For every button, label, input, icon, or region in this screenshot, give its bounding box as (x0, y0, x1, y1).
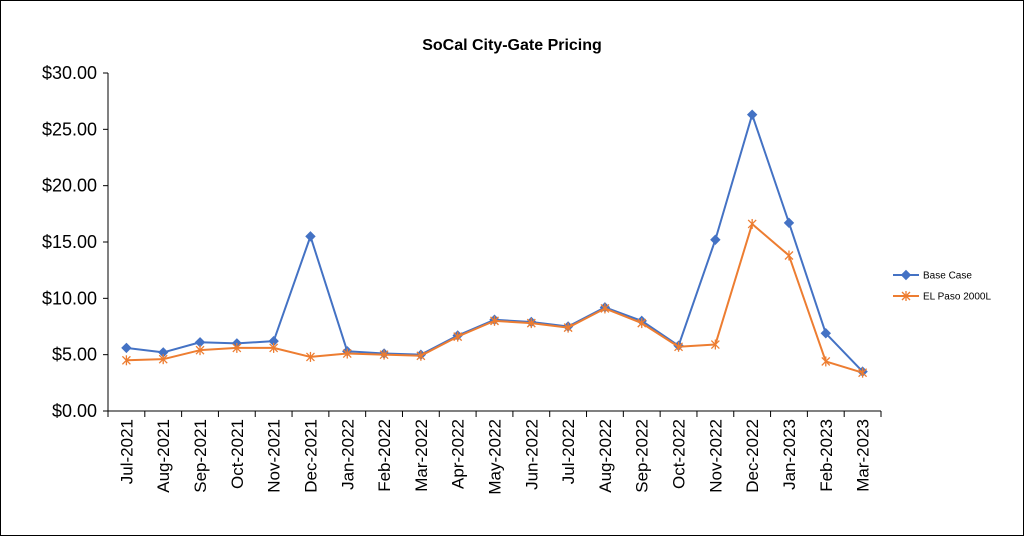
data-point (600, 303, 610, 314)
x-tick-label: Oct-2022 (670, 419, 689, 489)
legend-label: Base Case (923, 271, 972, 282)
x-tick-label: Feb-2023 (817, 419, 836, 492)
x-tick-label: Jul-2022 (559, 419, 578, 484)
x-tick-label: Jun-2022 (522, 419, 541, 490)
y-tick-label: $15.00 (42, 232, 97, 252)
data-point (342, 348, 352, 359)
x-tick-label: Aug-2021 (154, 419, 173, 493)
data-point (746, 109, 758, 120)
x-tick-label: Sep-2022 (633, 419, 652, 493)
x-tick-label: Nov-2022 (706, 419, 725, 493)
data-point (121, 355, 131, 366)
x-tick-label: Jul-2021 (117, 419, 136, 484)
data-point (637, 318, 647, 329)
data-point (490, 315, 499, 326)
chart-legend: Base Case EL Paso 2000L (893, 269, 991, 303)
data-point (526, 318, 536, 329)
data-point (121, 342, 132, 354)
series-line (126, 113, 864, 373)
data-point (674, 341, 684, 352)
y-tick-label: $30.00 (42, 63, 97, 83)
y-tick-label: $25.00 (42, 119, 97, 139)
x-tick-label: Mar-2023 (854, 419, 873, 492)
data-point (747, 218, 757, 229)
chart-title: SoCal City-Gate Pricing (422, 37, 602, 54)
x-tick-label: Oct-2021 (228, 419, 247, 489)
x-tick-label: Dec-2021 (301, 419, 320, 493)
y-tick-label: $0.00 (52, 401, 97, 421)
data-point (820, 328, 831, 339)
x-tick-label: Nov-2021 (265, 419, 284, 493)
data-point (563, 322, 573, 333)
data-point (379, 349, 389, 360)
data-point (232, 342, 242, 353)
x-tick-label: Aug-2022 (596, 419, 615, 493)
data-point (305, 351, 315, 362)
data-point (158, 354, 168, 365)
x-tick-label: Mar-2022 (412, 419, 431, 492)
data-point (269, 342, 279, 353)
chart-axes: $0.00 $5.00 $10.00 $15.00 $20.00 $25.00 $30.00… (42, 63, 882, 495)
y-tick-label: $5.00 (52, 345, 97, 365)
legend-item: EL Paso 2000L (893, 291, 991, 303)
data-point (901, 291, 911, 301)
x-tick-label: Jan-2023 (780, 419, 799, 490)
data-point (821, 356, 831, 367)
data-point (710, 339, 720, 350)
data-point (416, 350, 426, 361)
x-tick-label: Apr-2022 (449, 419, 468, 489)
x-tick-label: Dec-2022 (743, 419, 762, 493)
series-el-paso-2000l (121, 218, 868, 378)
data-point (305, 231, 316, 242)
x-tick-label: Jan-2022 (338, 419, 357, 490)
data-point (783, 217, 795, 229)
series-base-case (121, 109, 868, 377)
y-tick-label: $10.00 (42, 288, 97, 308)
data-point (858, 367, 868, 378)
x-tick-label: Feb-2022 (375, 419, 394, 492)
data-point (453, 331, 463, 342)
data-point (195, 345, 205, 356)
x-tick-label: May-2022 (486, 419, 505, 495)
y-tick-label: $20.00 (42, 176, 97, 196)
data-point (710, 234, 721, 245)
legend-label: EL Paso 2000L (923, 292, 991, 303)
legend-item: Base Case (893, 269, 972, 282)
data-point (900, 269, 912, 281)
x-tick-label: Sep-2021 (191, 419, 210, 493)
data-point (784, 250, 794, 261)
chart-series (121, 109, 868, 378)
